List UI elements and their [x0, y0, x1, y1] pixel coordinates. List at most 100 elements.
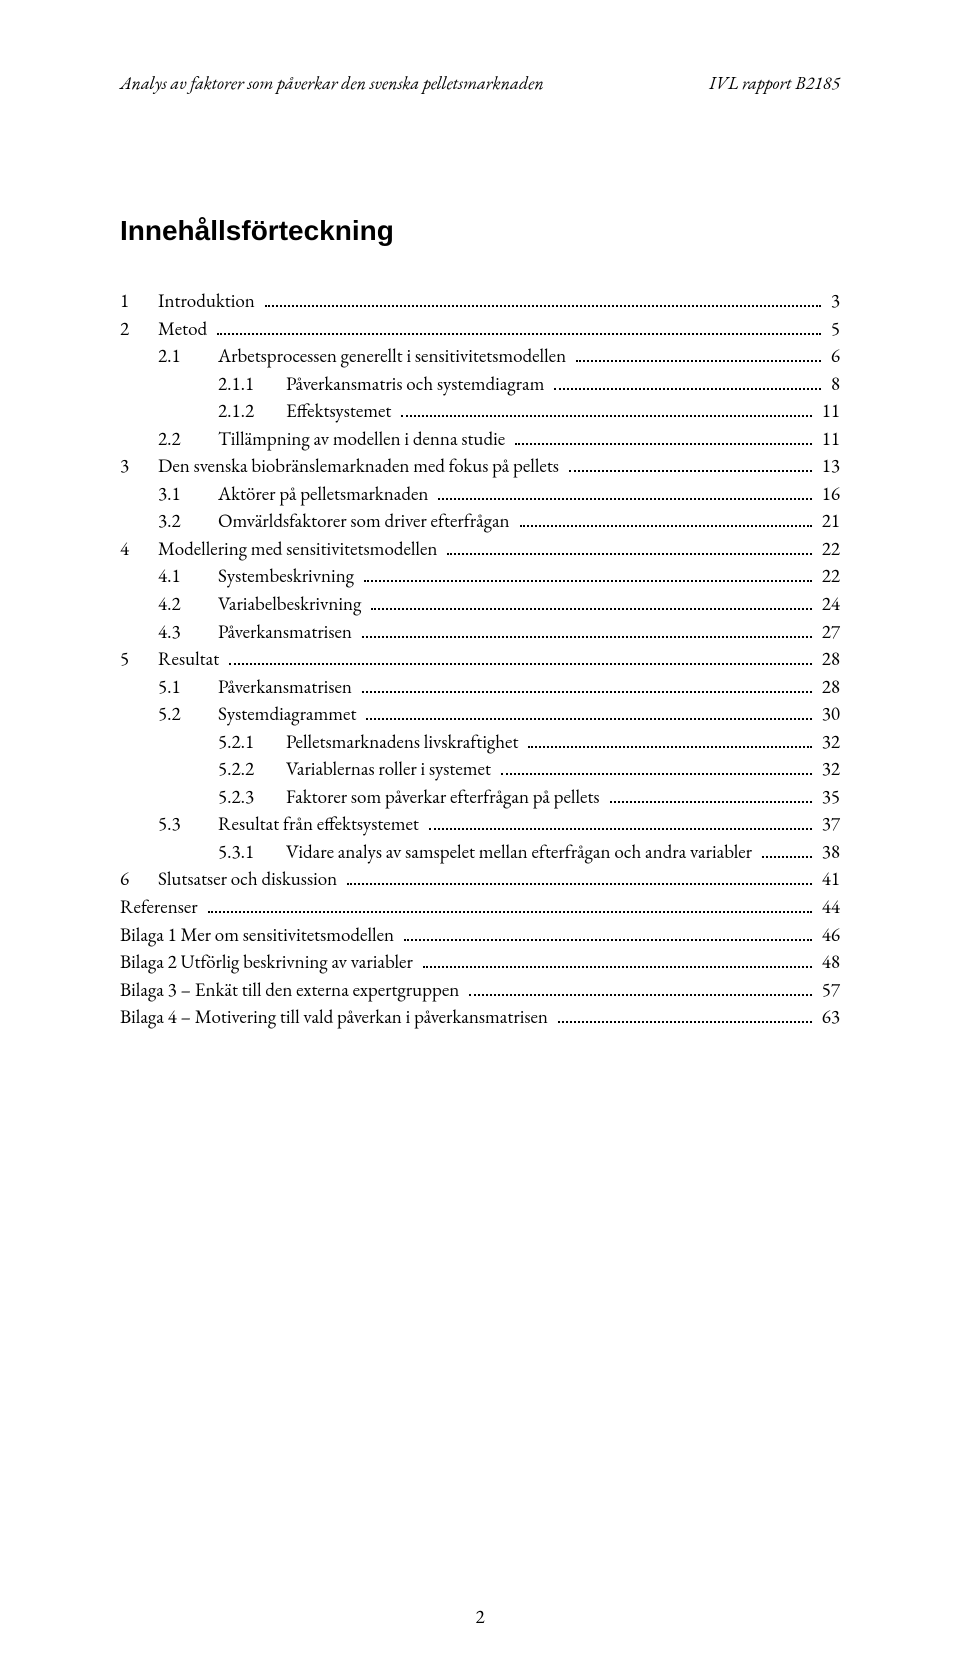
toc-entry-number: 5.3 — [158, 810, 218, 838]
toc-entry-number: 3.2 — [158, 507, 218, 535]
toc-title: Innehållsförteckning — [120, 215, 840, 247]
toc-entry-number: 5.2.1 — [218, 728, 286, 756]
toc-entry: 6Slutsatser och diskussion 41 — [120, 865, 840, 893]
toc-entry: 4Modellering med sensitivitetsmodellen 22 — [120, 535, 840, 563]
toc-entry: 5.3Resultat från effektsystemet37 — [120, 810, 840, 838]
toc-entry-page: 38 — [822, 838, 840, 866]
toc-entry: 3Den svenska biobränslemarknaden med fok… — [120, 452, 840, 480]
toc-entry-label: Modellering med sensitivitetsmodellen — [158, 535, 437, 563]
toc-entry-label: Vidare analys av samspelet mellan efterf… — [286, 838, 752, 866]
toc-leader-dots — [515, 426, 812, 445]
toc-entry-page: 13 — [822, 452, 840, 480]
toc-entry-label: Påverkansmatrisen — [218, 618, 352, 646]
toc-leader-dots — [366, 701, 811, 720]
toc-entry-page: 24 — [822, 590, 840, 618]
toc-entry: 5.3.1Vidare analys av samspelet mellan e… — [120, 838, 840, 866]
toc-entry: 2.2Tillämpning av modellen i denna studi… — [120, 425, 840, 453]
toc-entry-page: 8 — [831, 370, 840, 398]
toc-entry-label: Omvärldsfaktorer som driver efterfrågan — [218, 507, 510, 535]
toc-leader-dots — [429, 811, 812, 830]
toc-leader-dots — [569, 453, 812, 472]
toc-entry: 4.3Påverkansmatrisen27 — [120, 618, 840, 646]
toc-entry: Bilaga 3 – Enkät till den externa expert… — [120, 976, 840, 1004]
toc-entry-label: Resultat — [158, 645, 219, 673]
toc-entry-page: 28 — [822, 645, 840, 673]
toc-entry-label: Systembeskrivning — [218, 562, 354, 590]
toc-entry: Bilaga 1 Mer om sensitivitetsmodellen 46 — [120, 921, 840, 949]
toc-leader-dots — [401, 398, 811, 417]
toc-leader-dots — [610, 784, 812, 803]
toc-entry-page: 57 — [822, 976, 840, 1004]
toc-leader-dots — [558, 1004, 812, 1023]
toc-leader-dots — [423, 949, 812, 968]
toc-entry-number: 3 — [120, 452, 158, 480]
toc-entry-page: 46 — [822, 921, 840, 949]
toc-entry-page: 30 — [822, 700, 840, 728]
toc-leader-dots — [364, 563, 812, 582]
toc-entry-page: 5 — [831, 315, 840, 343]
toc-leader-dots — [520, 508, 812, 527]
toc-entry: 2.1Arbetsprocessen generellt i sensitivi… — [120, 342, 840, 370]
toc-entry: 1Introduktion 3 — [120, 287, 840, 315]
toc-entry: 2.1.2Effektsystemet11 — [120, 397, 840, 425]
toc-entry-label: Slutsatser och diskussion — [158, 865, 337, 893]
toc-leader-dots — [229, 646, 812, 665]
toc-entry-number: 5.2.3 — [218, 783, 286, 811]
toc-entry-page: 44 — [822, 893, 840, 921]
toc-entry-page: 41 — [822, 865, 840, 893]
toc-entry-page: 11 — [822, 397, 840, 425]
toc-entry-page: 32 — [822, 728, 840, 756]
toc-entry-label: Bilaga 4 – Motivering till vald påverkan… — [120, 1003, 548, 1031]
toc-entry-label: Påverkansmatris och systemdiagram — [286, 370, 544, 398]
toc-leader-dots — [265, 288, 821, 307]
toc-entry-number: 4 — [120, 535, 158, 563]
toc-entry-page: 22 — [822, 562, 840, 590]
toc-entry: 2.1.1Påverkansmatris och systemdiagram8 — [120, 370, 840, 398]
toc-leader-dots — [528, 729, 811, 748]
toc-entry-label: Bilaga 1 Mer om sensitivitetsmodellen — [120, 921, 394, 949]
toc-entry: 2Metod 5 — [120, 315, 840, 343]
toc-entry-page: 16 — [822, 480, 840, 508]
toc-entry: 5.2Systemdiagrammet30 — [120, 700, 840, 728]
toc-leader-dots — [362, 618, 812, 637]
toc-entry-label: Variablernas roller i systemet — [286, 755, 491, 783]
toc-entry-number: 4.1 — [158, 562, 218, 590]
toc-entry-label: Tillämpning av modellen i denna studie — [218, 425, 505, 453]
toc-entry-page: 63 — [822, 1003, 840, 1031]
running-head-right: IVL rapport B2185 — [709, 72, 840, 95]
toc-entry-number: 2.1 — [158, 342, 218, 370]
toc-entry-label: Introduktion — [158, 287, 255, 315]
toc-entry-label: Metod — [158, 315, 207, 343]
toc-entry: 5.1Påverkansmatrisen28 — [120, 673, 840, 701]
toc-entry-page: 21 — [822, 507, 840, 535]
toc-leader-dots — [362, 674, 812, 693]
toc-entry-label: Arbetsprocessen generellt i sensitivitet… — [218, 342, 566, 370]
toc-leader-dots — [371, 591, 811, 610]
toc-entry-label: Variabelbeskrivning — [218, 590, 361, 618]
toc-entry-number: 4.2 — [158, 590, 218, 618]
toc-entry-number: 1 — [120, 287, 158, 315]
toc-entry-page: 48 — [822, 948, 840, 976]
toc-entry-number: 2.2 — [158, 425, 218, 453]
toc-entry-page: 22 — [822, 535, 840, 563]
toc-entry-number: 6 — [120, 865, 158, 893]
toc-entry-number: 5.3.1 — [218, 838, 286, 866]
toc-entry-number: 2 — [120, 315, 158, 343]
toc-entry-label: Effektsystemet — [286, 397, 391, 425]
toc-entry-page: 35 — [822, 783, 840, 811]
toc-entry-label: Systemdiagrammet — [218, 700, 356, 728]
toc-leader-dots — [554, 371, 820, 390]
table-of-contents: 1Introduktion32Metod52.1Arbetsprocessen … — [120, 287, 840, 1031]
toc-entry-label: Påverkansmatrisen — [218, 673, 352, 701]
toc-entry: 4.2Variabelbeskrivning 24 — [120, 590, 840, 618]
toc-entry-number: 5 — [120, 645, 158, 673]
toc-leader-dots — [208, 894, 812, 913]
toc-entry-page: 32 — [822, 755, 840, 783]
toc-entry-page: 3 — [831, 287, 840, 315]
toc-entry-label: Bilaga 2 Utförlig beskrivning av variabl… — [120, 948, 413, 976]
toc-entry-page: 28 — [822, 673, 840, 701]
toc-entry: Bilaga 4 – Motivering till vald påverkan… — [120, 1003, 840, 1031]
toc-entry-label: Den svenska biobränslemarknaden med foku… — [158, 452, 559, 480]
running-head: Analys av faktorer som påverkar den sven… — [120, 72, 840, 95]
toc-entry-label: Pelletsmarknadens livskraftighet — [286, 728, 518, 756]
